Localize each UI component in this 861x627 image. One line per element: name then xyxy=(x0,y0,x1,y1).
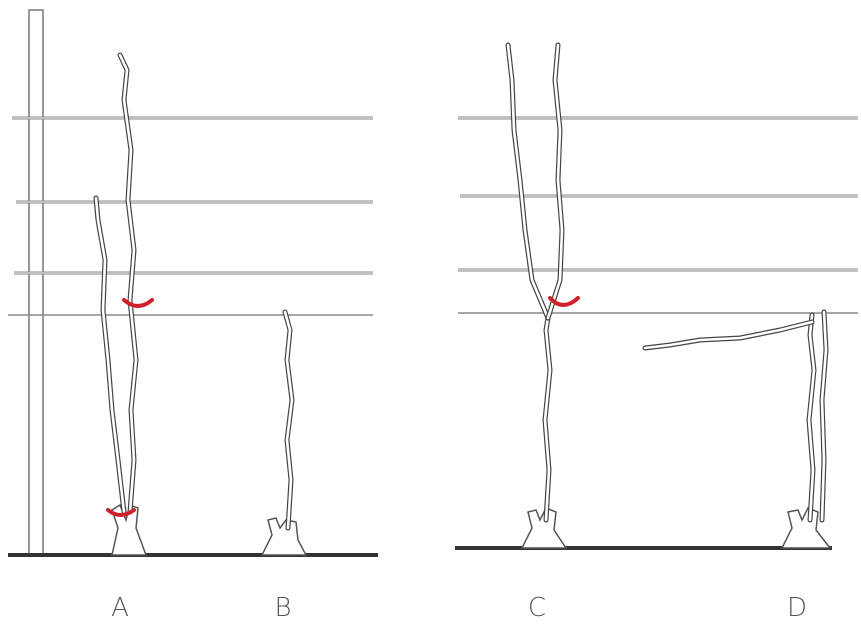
figure-label: B xyxy=(274,593,291,623)
vine-part xyxy=(780,507,832,549)
vine-part xyxy=(283,310,294,530)
figure-label: C xyxy=(528,593,546,623)
vine-part xyxy=(643,320,814,350)
panel-right xyxy=(455,42,858,550)
vine-part xyxy=(118,53,138,514)
vine-part xyxy=(506,43,550,320)
wires xyxy=(8,116,373,316)
vine-b xyxy=(260,309,308,556)
vine-part xyxy=(520,507,568,549)
vine-a xyxy=(93,52,148,556)
cut-mark xyxy=(548,296,580,307)
figure-label: D xyxy=(787,593,807,623)
wires xyxy=(458,116,858,314)
vine-part xyxy=(505,42,551,321)
cut-mark xyxy=(106,508,136,517)
vine-part xyxy=(546,43,564,320)
panel-left xyxy=(8,9,378,557)
vine-d xyxy=(642,309,832,549)
vine-part xyxy=(94,196,126,514)
vine-part xyxy=(820,310,828,522)
vine-part xyxy=(543,316,552,522)
figure-label: A xyxy=(111,593,129,623)
vine-part xyxy=(807,313,816,522)
vine-part xyxy=(260,517,308,556)
cut-mark xyxy=(122,298,154,308)
post xyxy=(28,9,44,557)
vine-c xyxy=(505,42,568,549)
